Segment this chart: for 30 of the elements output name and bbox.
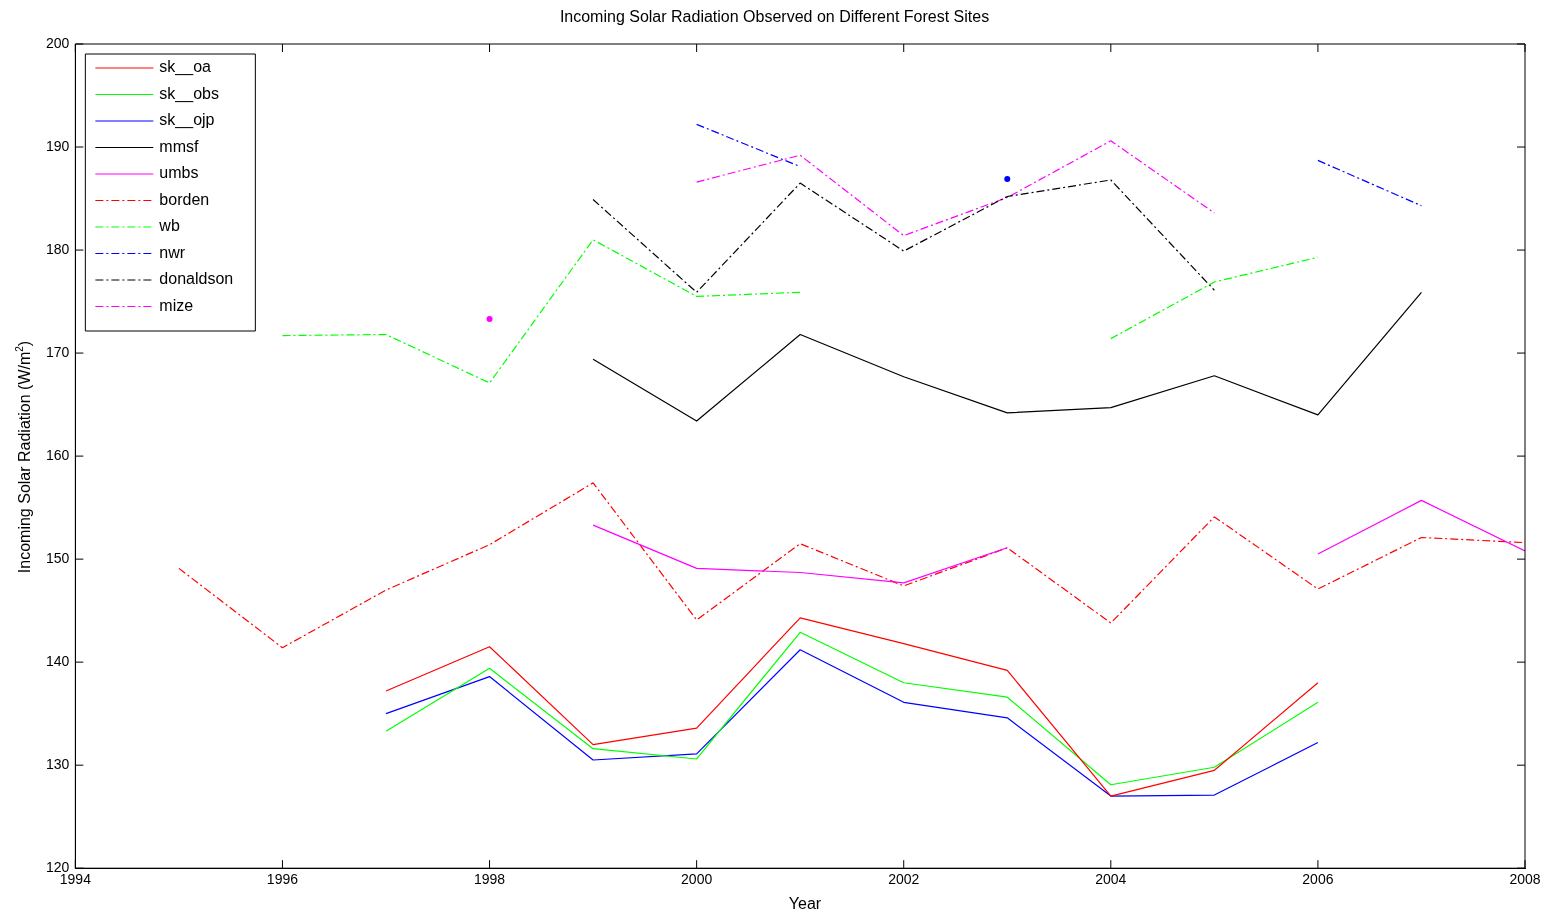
legend-label: donaldson (159, 270, 234, 288)
x-tick-label: 1994 (59, 871, 92, 888)
x-tick-label: 2006 (1302, 871, 1334, 888)
line-series (592, 179, 1215, 293)
legend-label: umbs (159, 164, 199, 182)
line-series (178, 482, 1525, 649)
x-tick-label: 1998 (473, 871, 506, 888)
y-tick-label: 190 (46, 137, 70, 154)
x-tick-label: 1996 (266, 871, 299, 888)
x-tick-label: 2000 (681, 871, 713, 888)
x-tick-label: 2002 (888, 871, 920, 888)
x-tick-label: 2008 (1509, 871, 1541, 888)
y-tick-label: 130 (46, 756, 70, 773)
y-tick-label: 200 (46, 34, 70, 51)
y-tick-label: 150 (46, 549, 70, 566)
y-tick-label: 180 (46, 240, 70, 257)
x-axis-title: Year (787, 895, 823, 913)
legend-label: mmsf (159, 137, 200, 155)
legend-label: wb (158, 217, 180, 235)
y-tick-label: 170 (46, 343, 70, 360)
legend-label: sk__ojp (159, 111, 215, 130)
y-tick-label: 160 (46, 446, 70, 463)
legend-label: sk__obs (159, 84, 219, 103)
legend-label: borden (159, 190, 210, 208)
legend-label: sk__oa (159, 58, 212, 77)
x-tick-label: 2004 (1095, 871, 1127, 888)
chart-title: Incoming Solar Radiation Observed on Different Forest Sites (558, 8, 991, 26)
y-tick-label: 140 (46, 653, 70, 670)
legend-label: mize (159, 296, 194, 314)
legend-label: nwr (159, 243, 186, 261)
